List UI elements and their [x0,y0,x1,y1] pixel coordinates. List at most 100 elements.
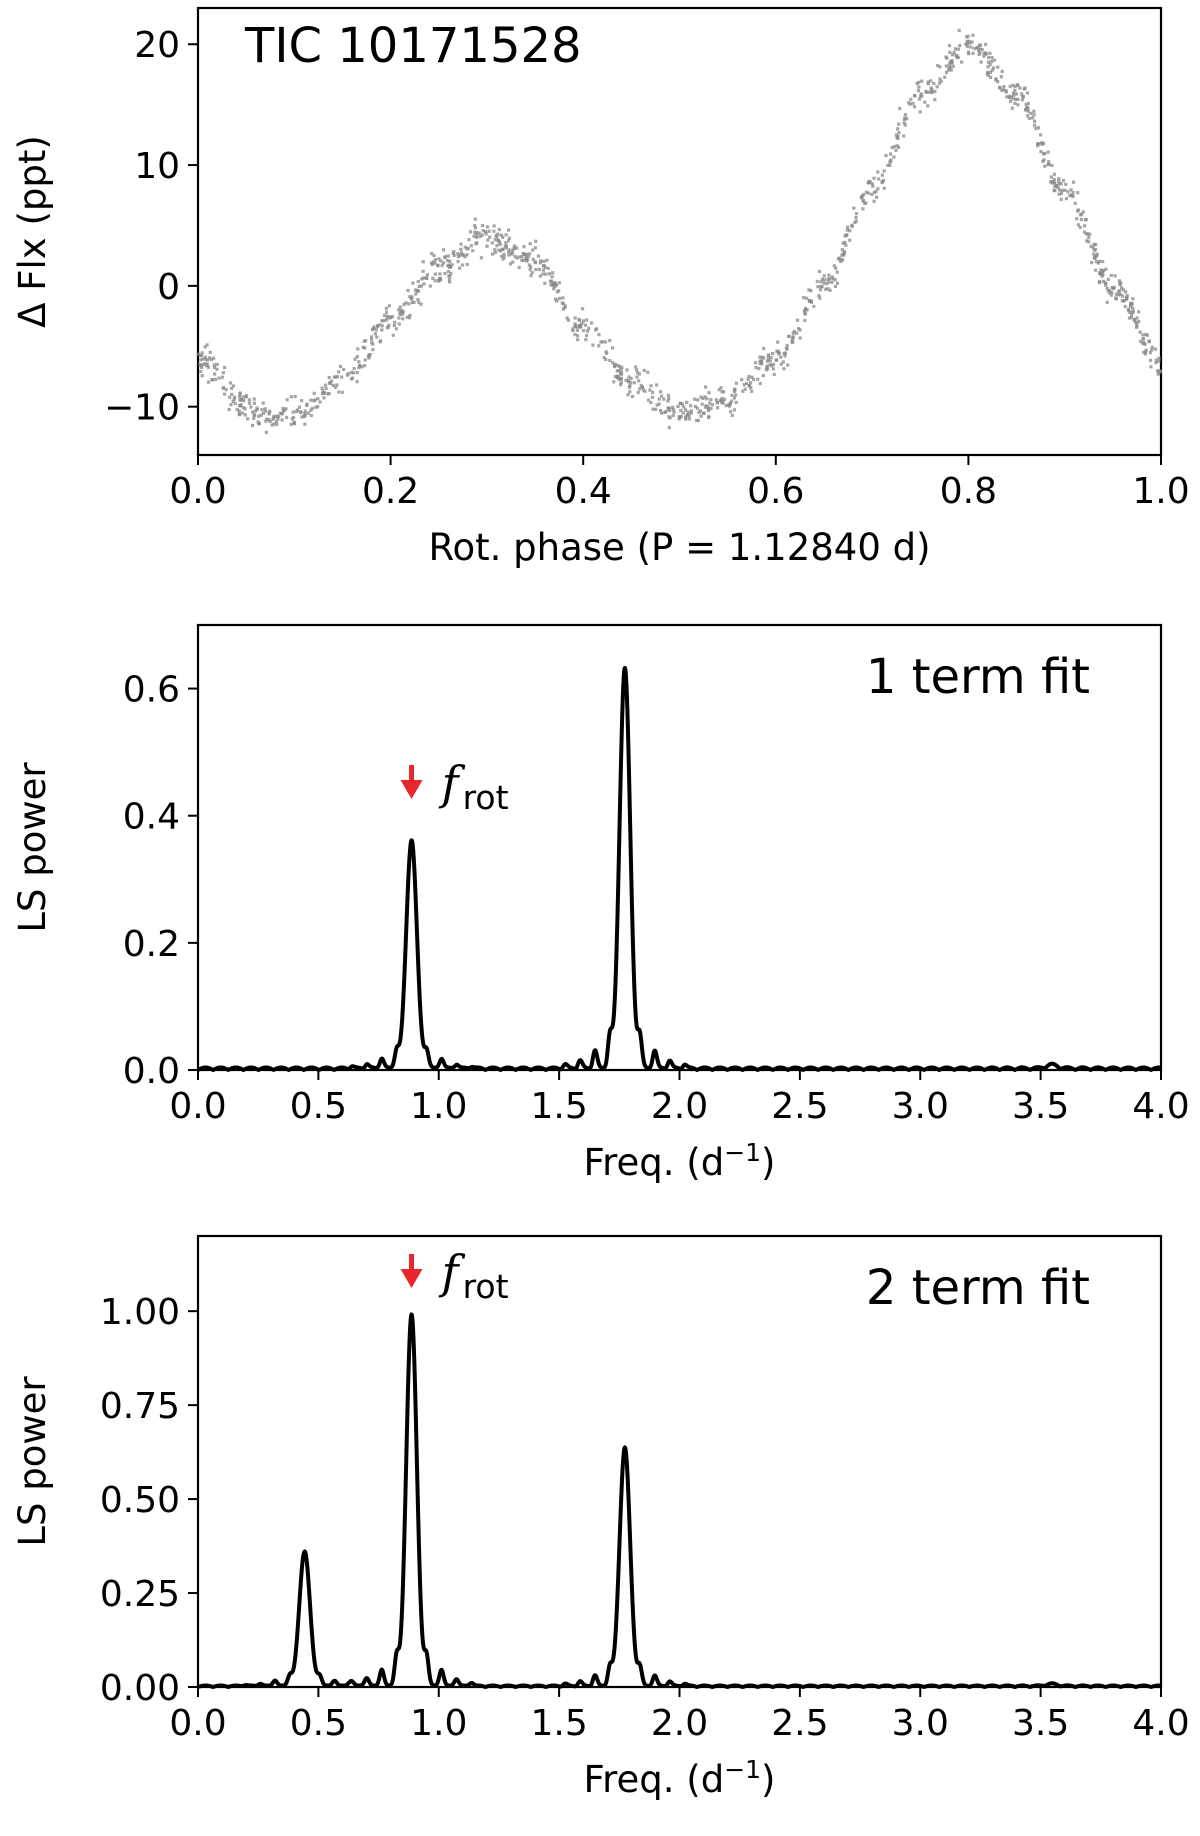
data-point [381,319,385,323]
data-point [507,248,511,252]
data-point [402,302,406,307]
data-point [817,294,821,298]
data-point [1126,307,1130,311]
data-point [668,408,672,413]
data-point [432,253,436,258]
data-point [1133,320,1138,324]
data-point [1142,350,1146,354]
data-point [1141,337,1145,341]
data-point [1101,259,1105,264]
data-point [958,43,962,48]
data-point [587,326,591,330]
data-point [840,248,844,252]
data-point [920,94,924,98]
data-point [322,396,326,400]
data-point [293,394,297,399]
data-point [428,284,432,288]
data-point [905,117,909,121]
data-point [888,163,892,167]
data-point [459,247,463,251]
data-point [679,414,683,419]
data-point [575,325,579,329]
data-point [495,235,499,239]
data-point [997,86,1002,90]
data-point [531,248,535,252]
data-point [375,324,380,329]
x-tick-label: 0.4 [555,471,612,512]
data-point [874,195,879,199]
data-point [1137,310,1141,314]
data-point [884,153,888,158]
data-point [495,244,499,248]
data-point [1057,179,1061,183]
data-point [433,272,437,276]
data-point [1081,210,1085,214]
data-point [1040,141,1044,145]
data-point [199,358,203,362]
data-point [471,249,475,253]
data-point [671,407,676,412]
data-point [886,163,890,167]
data-point [297,405,302,409]
data-point [1119,286,1124,290]
data-point [314,405,318,409]
data-point [1125,294,1129,298]
data-point [447,265,452,269]
data-point [366,354,371,358]
data-point [215,362,219,366]
data-point [706,405,710,409]
data-point [892,144,897,149]
data-point [937,81,942,85]
data-point [766,357,770,361]
data-point [528,267,532,272]
data-point [222,386,226,390]
data-point [561,307,565,311]
data-point [833,284,838,289]
data-point [986,70,990,74]
data-point [369,335,374,339]
data-point [650,395,655,399]
data-point [975,45,979,50]
data-point [512,244,517,248]
data-point [281,406,285,411]
y-tick-label: 0.75 [100,1386,180,1427]
data-point [1138,330,1142,334]
data-point [493,250,497,255]
data-point [927,90,931,94]
data-point [700,402,704,406]
data-point [1095,252,1099,256]
data-point [309,413,313,418]
data-point [393,320,397,324]
data-point [768,363,772,367]
data-point [285,398,289,402]
data-point [209,357,213,362]
data-point [303,409,307,413]
data-point [356,347,360,351]
data-point [1080,212,1084,216]
x-tick-label: 3.5 [1012,1086,1069,1127]
data-point [265,417,269,421]
y-tick-label: 20 [134,25,180,66]
data-point [747,383,752,388]
data-point [237,409,241,413]
data-point [929,86,933,90]
data-point [204,357,208,361]
data-point [872,199,876,203]
data-point [852,206,856,210]
data-point [270,423,274,427]
y-tick-label: 0.0 [123,1051,180,1092]
data-point [1024,107,1028,111]
data-point [683,408,688,412]
data-point [333,385,338,389]
data-point [497,240,502,244]
data-point [1108,291,1112,295]
data-point [544,272,548,276]
data-point [438,272,442,276]
data-point [276,417,280,421]
data-point [956,47,960,51]
data-point [500,254,504,258]
data-point [750,389,754,393]
data-point [1042,152,1046,156]
data-point [840,253,844,257]
data-point [783,354,787,358]
